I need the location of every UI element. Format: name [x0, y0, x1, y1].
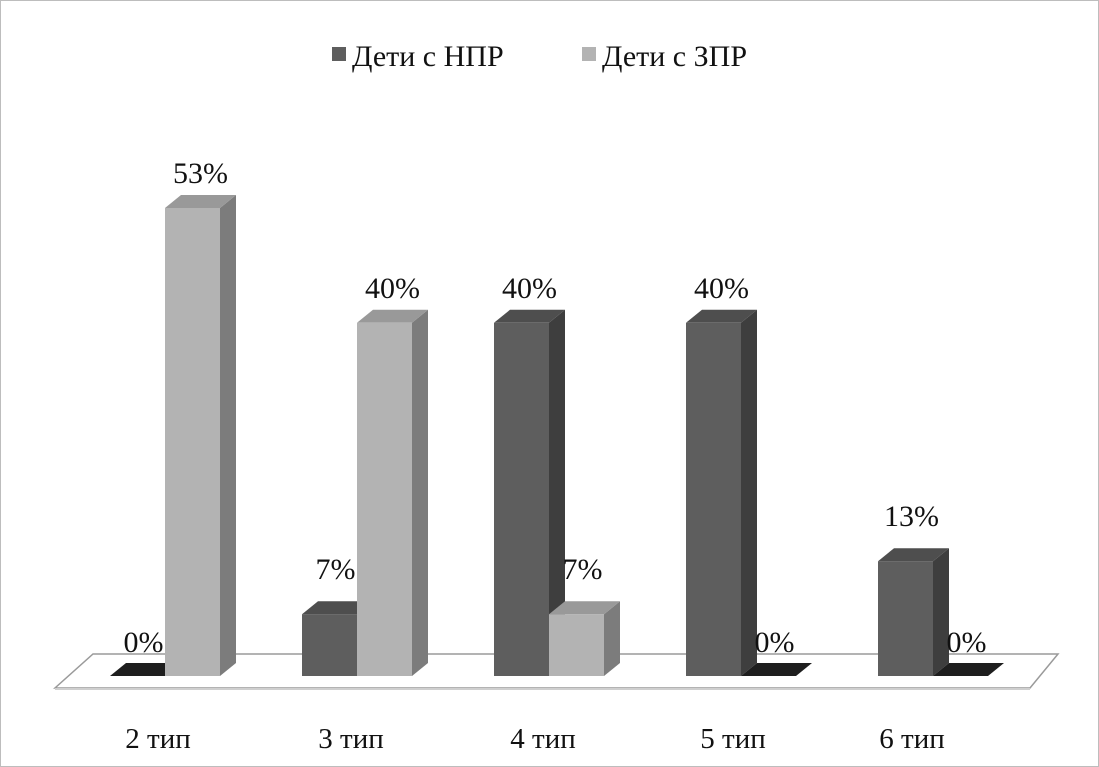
x-tick-label-5: 5 тип	[700, 723, 765, 755]
bar-front	[165, 208, 220, 676]
bar-front	[357, 322, 412, 676]
value-label-npr-3: 7%	[316, 553, 356, 586]
bar-npr-5	[686, 309, 757, 676]
bar-zero-footprint	[741, 663, 812, 676]
x-tick-label-4: 4 тип	[510, 723, 575, 755]
bar-top	[494, 309, 565, 323]
x-axis-tick-labels: 2 тип 3 тип 4 тип 5 тип 6 тип	[125, 723, 944, 755]
bar-top	[686, 309, 757, 323]
value-label-zpr-6: 0%	[947, 626, 987, 659]
value-label-zpr-3: 40%	[365, 272, 420, 305]
value-label-npr-4: 40%	[502, 272, 557, 305]
x-tick-label-2: 2 тип	[125, 723, 190, 755]
bar-front	[549, 614, 604, 676]
bar-front	[302, 614, 357, 676]
bar-top	[878, 548, 949, 562]
bar-side	[549, 309, 565, 676]
bar-npr-2	[110, 663, 181, 676]
legend-swatch-npr	[332, 47, 346, 61]
bar-zpr-6	[933, 663, 1004, 676]
bar-top	[165, 195, 236, 208]
value-label-zpr-5: 0%	[755, 626, 795, 659]
bar-side	[220, 195, 236, 676]
bar-zpr-2	[165, 195, 236, 676]
x-tick-label-3: 3 тип	[318, 723, 383, 755]
bar-zpr-4	[549, 601, 620, 676]
legend-label-zpr: Дети с ЗПР	[602, 40, 747, 73]
legend-swatch-zpr	[582, 47, 596, 61]
bar-front	[878, 561, 933, 676]
legend: Дети с НПР Дети с ЗПР	[332, 40, 747, 73]
bars	[110, 195, 1004, 676]
value-label-zpr-4: 7%	[563, 553, 603, 586]
floor-front	[55, 688, 1030, 690]
value-label-npr-6: 13%	[884, 500, 939, 533]
value-label-npr-2: 0%	[124, 626, 164, 659]
value-label-npr-5: 40%	[694, 272, 749, 305]
bar-side	[741, 309, 757, 676]
bar-npr-4	[494, 309, 565, 676]
bar-top	[357, 309, 428, 323]
bar-zero-footprint	[933, 663, 1004, 676]
bar-side	[933, 548, 949, 676]
value-labels: 0% 53% 7% 40% 40% 7% 40% 0% 13% 0%	[124, 157, 987, 659]
value-label-zpr-2: 53%	[173, 157, 228, 190]
bar-side	[412, 309, 428, 676]
bar-front	[494, 322, 549, 676]
x-tick-label-6: 6 тип	[879, 723, 944, 755]
bar-front	[686, 322, 741, 676]
bar-zero-footprint	[110, 663, 181, 676]
bar-npr-6	[878, 548, 949, 676]
bar-side	[604, 601, 620, 676]
legend-label-npr: Дети с НПР	[352, 40, 504, 73]
bar-zpr-5	[741, 663, 812, 676]
bar-top	[549, 601, 620, 615]
bar-top	[302, 601, 373, 615]
bar-zpr-3	[357, 309, 428, 676]
